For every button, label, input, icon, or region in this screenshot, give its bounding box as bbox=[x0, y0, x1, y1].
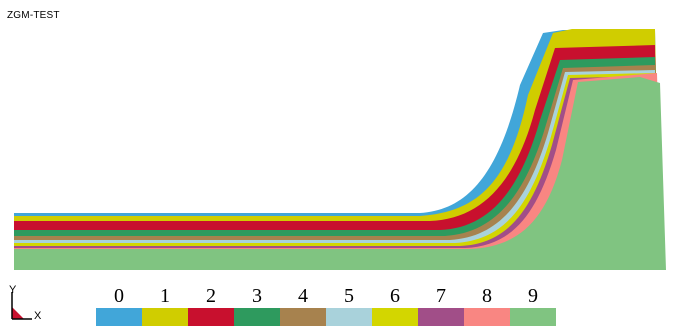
legend-label-5: 5 bbox=[344, 285, 354, 307]
legend-swatch-0 bbox=[96, 308, 142, 326]
legend-swatch-9 bbox=[510, 308, 556, 326]
legend-label-8: 8 bbox=[482, 285, 492, 307]
legend-label-1: 1 bbox=[160, 285, 170, 307]
legend-swatch-4 bbox=[280, 308, 326, 326]
legend-swatch-7 bbox=[418, 308, 464, 326]
legend-swatch-8 bbox=[464, 308, 510, 326]
legend-label-0: 0 bbox=[114, 285, 124, 307]
layer-4 bbox=[14, 65, 660, 270]
legend-label-6: 6 bbox=[390, 285, 400, 307]
legend-swatch-2 bbox=[188, 308, 234, 326]
legend-label-4: 4 bbox=[298, 285, 308, 307]
legend-swatch-1 bbox=[142, 308, 188, 326]
legend-swatch-6 bbox=[372, 308, 418, 326]
y-axis-label: Y bbox=[9, 284, 17, 296]
x-axis-label: X bbox=[34, 310, 42, 320]
legend-label-3: 3 bbox=[252, 285, 262, 307]
axis-triad: Y X bbox=[9, 284, 42, 320]
legend-label-2: 2 bbox=[206, 285, 216, 307]
model-title: ZGM-TEST bbox=[7, 10, 60, 21]
legend-swatch-3 bbox=[234, 308, 280, 326]
legend-label-7: 7 bbox=[436, 285, 446, 307]
legend-swatch-5 bbox=[326, 308, 372, 326]
legend-label-9: 9 bbox=[528, 285, 538, 307]
triad-origin-marker bbox=[12, 307, 24, 319]
layer-9 bbox=[14, 77, 666, 270]
